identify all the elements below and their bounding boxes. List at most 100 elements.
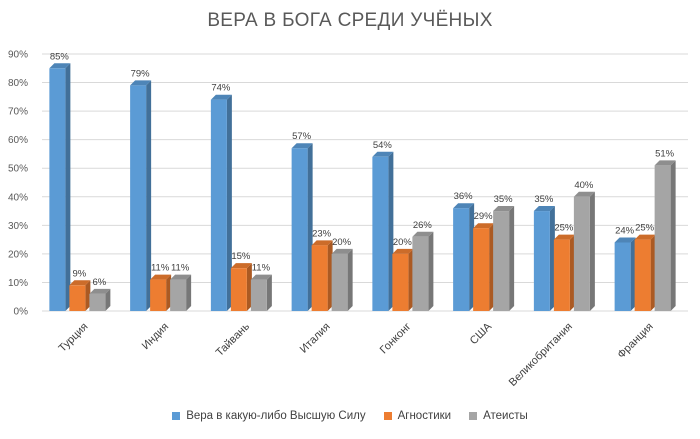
data-label: 9% — [73, 268, 87, 279]
bar-front — [230, 268, 247, 311]
bar-front — [533, 211, 550, 311]
data-label: 36% — [454, 191, 474, 202]
bar — [412, 231, 434, 311]
bar — [331, 248, 353, 311]
bar — [210, 94, 232, 311]
data-label: 6% — [93, 277, 107, 288]
bar — [553, 234, 575, 311]
chart-legend: Вера в какую-либо Высшую Силу Агностики Ат… — [0, 410, 700, 422]
y-tick-label: 60% — [8, 135, 28, 146]
legend-item: Вера в какую-либо Высшую Силу — [172, 410, 366, 422]
data-label: 26% — [413, 220, 433, 231]
bar — [49, 63, 71, 312]
bar-front — [412, 236, 429, 311]
data-label: 15% — [231, 251, 251, 262]
bar-side — [469, 203, 475, 311]
bar-top — [69, 280, 91, 286]
bar-front — [311, 245, 328, 311]
bar-side — [166, 274, 172, 311]
bar-front — [69, 285, 86, 311]
y-tick-label: 90% — [8, 50, 28, 61]
x-category-label: Франция — [615, 321, 655, 361]
legend-item: Атеисты — [469, 410, 528, 422]
bar-top — [372, 151, 394, 157]
bar-top — [311, 240, 333, 246]
bar-front — [573, 196, 590, 311]
bar-front — [210, 99, 227, 311]
bar-front — [392, 253, 409, 311]
bar-front — [49, 68, 66, 312]
x-category-label: Гонконг — [378, 321, 414, 357]
y-tick-label: 70% — [8, 107, 28, 118]
bar — [533, 206, 555, 311]
bar-top — [473, 223, 495, 229]
bar — [614, 237, 636, 311]
bar-top — [553, 234, 575, 240]
x-category-label: Тайвань — [214, 320, 252, 358]
y-tick-label: 80% — [8, 78, 28, 89]
bar-side — [650, 234, 656, 311]
bar-side — [589, 191, 595, 311]
bar — [170, 274, 192, 311]
bar-side — [105, 288, 111, 311]
data-label: 74% — [211, 83, 231, 94]
bar-side — [549, 206, 555, 311]
bar-front — [170, 279, 187, 311]
legend-label: Вера в какую-либо Высшую Силу — [186, 410, 366, 422]
x-category-label: Турция — [57, 321, 91, 355]
data-label: 54% — [373, 140, 393, 151]
bar — [654, 160, 676, 311]
data-label: 24% — [615, 225, 635, 236]
bar-top — [49, 63, 71, 69]
bar-top — [89, 288, 111, 294]
data-label: 51% — [655, 148, 675, 159]
bar-side — [630, 237, 636, 311]
legend-swatch — [172, 412, 181, 420]
bar-front — [614, 242, 631, 311]
x-category-label: Италия — [298, 321, 333, 356]
data-label: 35% — [494, 194, 514, 205]
bar — [230, 263, 252, 311]
bar-top — [150, 274, 172, 280]
bar-side — [146, 80, 152, 312]
y-tick-label: 30% — [8, 221, 28, 232]
bar-front — [331, 253, 348, 311]
bar-side — [65, 63, 71, 312]
bar — [291, 143, 313, 311]
bar-side — [226, 94, 232, 311]
bar-front — [473, 228, 490, 311]
bar — [250, 274, 272, 311]
x-category-label: Великобритания — [507, 321, 575, 389]
x-category-label: Индия — [140, 321, 171, 352]
data-label: 35% — [534, 194, 554, 205]
y-tick-label: 0% — [14, 307, 29, 318]
bar — [392, 248, 414, 311]
data-label: 11% — [171, 263, 190, 274]
bar-top — [392, 248, 414, 254]
bar-front — [493, 211, 510, 311]
bar — [311, 240, 333, 311]
bar — [634, 234, 656, 311]
bar — [493, 206, 515, 311]
bar-top — [250, 274, 272, 280]
bar-top — [412, 231, 434, 237]
bar — [130, 80, 152, 312]
y-tick-label: 20% — [8, 249, 28, 260]
data-label: 25% — [554, 223, 574, 234]
legend-swatch — [383, 412, 392, 420]
bar-front — [553, 239, 570, 311]
bar — [69, 280, 91, 311]
bar-front — [634, 239, 651, 311]
bar-top — [210, 94, 232, 100]
bar-front — [453, 208, 470, 311]
data-label: 23% — [312, 228, 332, 239]
bar-top — [573, 191, 595, 197]
bar-side — [327, 240, 333, 311]
y-tick-label: 40% — [8, 192, 28, 203]
bar — [150, 274, 172, 311]
data-label: 25% — [635, 223, 655, 234]
bar-top — [453, 203, 475, 209]
y-tick-label: 50% — [8, 164, 28, 175]
data-label: 20% — [332, 237, 352, 248]
bar-top — [331, 248, 353, 254]
